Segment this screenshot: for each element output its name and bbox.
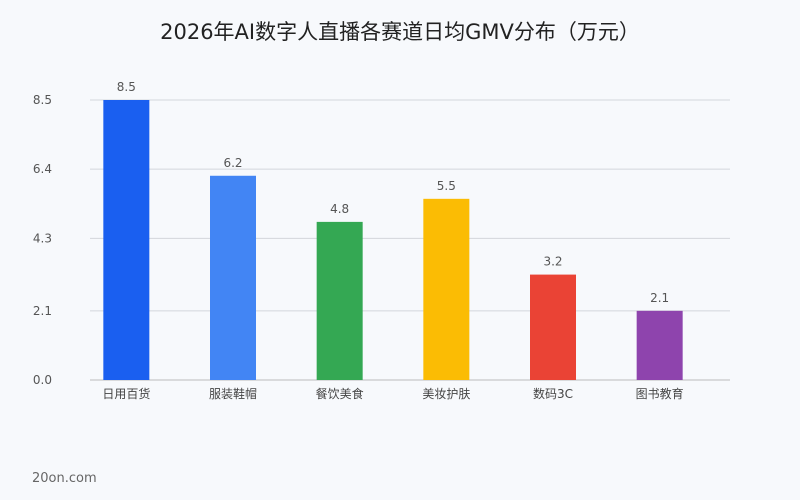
y-tick-label: 6.4: [33, 162, 52, 176]
y-tick-label: 2.1: [33, 304, 52, 318]
x-tick-label: 数码3C: [533, 386, 573, 401]
gridlines: [90, 99, 730, 381]
x-tick-label: 图书教育: [636, 386, 684, 401]
x-tick-label: 日用百货: [102, 386, 150, 401]
y-tick-label: 0.0: [33, 373, 52, 387]
source-watermark: 20on.com: [32, 471, 97, 486]
data-label: 2.1: [650, 291, 669, 305]
data-label: 4.8: [330, 202, 349, 216]
y-tick-label: 4.3: [33, 231, 52, 245]
data-label: 8.5: [117, 80, 136, 94]
data-label: 3.2: [543, 255, 562, 269]
x-tick-label: 服装鞋帽: [209, 386, 257, 401]
y-tick-label: 8.5: [33, 93, 52, 107]
chart-title: 2026年AI数字人直播各赛道日均GMV分布（万元）: [160, 20, 640, 44]
x-tick-label: 餐饮美食: [316, 386, 364, 401]
data-label: 5.5: [437, 179, 456, 193]
bars: [103, 100, 683, 380]
bar: [103, 100, 150, 380]
bar: [530, 274, 576, 380]
bar: [316, 221, 363, 380]
bar: [636, 310, 683, 380]
labels: 0.0 2.1 4.3 6.4 8.5 8.5 日用百货 6.2 服装鞋帽 4.8 餐饮美食 5.5 美…: [33, 80, 684, 401]
bar: [423, 198, 470, 380]
data-label: 6.2: [223, 156, 242, 170]
bar: [210, 175, 256, 380]
x-tick-label: 美妆护肤: [422, 386, 470, 401]
